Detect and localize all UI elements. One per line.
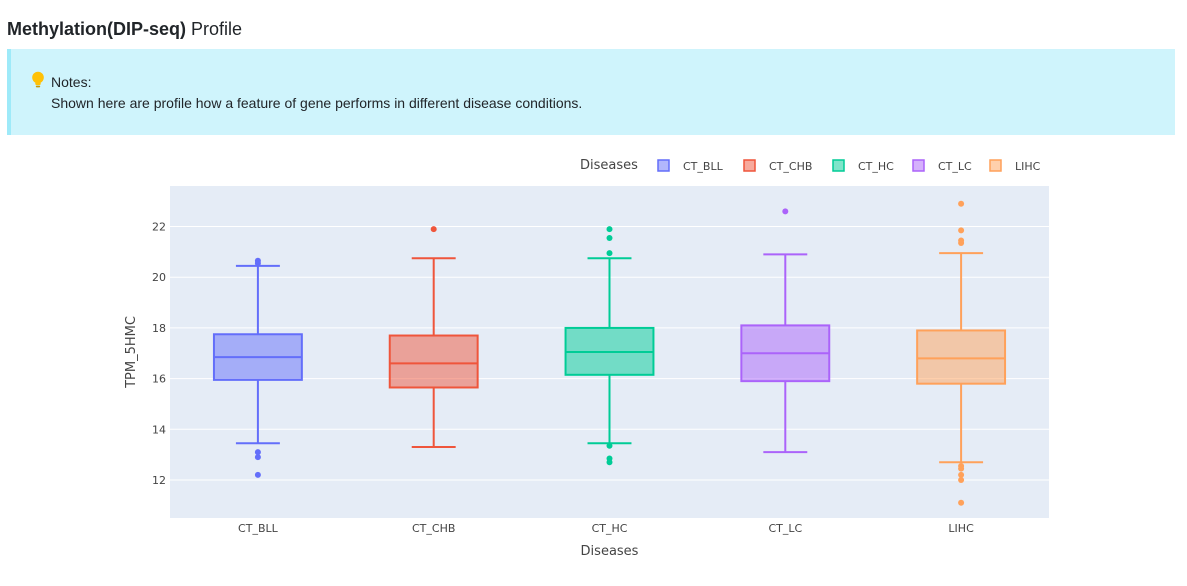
outlier-point [254, 449, 261, 456]
x-tick-label: CT_LC [768, 522, 802, 535]
outlier-point [958, 240, 965, 247]
outlier-point [606, 250, 613, 257]
outlier-point [782, 208, 789, 215]
box-CT_LC[interactable] [740, 208, 831, 454]
y-tick-label: 22 [152, 221, 166, 234]
page-title-bold: Methylation(DIP-seq) [7, 19, 187, 39]
legend-label: CT_LC [938, 160, 972, 173]
outlier-point [606, 234, 613, 241]
x-tick-label: CT_BLL [238, 522, 279, 535]
outlier-point [606, 442, 613, 449]
outlier-point [606, 459, 613, 466]
outlier-point [958, 465, 965, 472]
y-tick-label: 18 [152, 322, 166, 335]
box-CT_BLL[interactable] [212, 257, 303, 478]
legend-label: CT_CHB [769, 160, 812, 173]
box-LIHC[interactable] [916, 200, 1007, 506]
outlier-point [254, 471, 261, 478]
outlier-point [958, 499, 965, 506]
legend-item-LIHC[interactable]: LIHC [989, 159, 1041, 173]
legend-swatch [989, 159, 1002, 172]
notes-panel: Notes: Shown here are profile how a feat… [7, 49, 1175, 135]
legend: Diseases CT_BLL CT_CHB CT_HC CT_LC LIHC [580, 158, 1041, 173]
legend-swatch [657, 159, 670, 172]
outlier-point [254, 454, 261, 461]
legend-item-CT_CHB[interactable]: CT_CHB [743, 159, 812, 173]
outlier-point [958, 200, 965, 207]
x-tick-label: CT_CHB [412, 522, 455, 535]
x-axis-title: Diseases [581, 544, 639, 559]
legend-label: CT_HC [858, 160, 894, 173]
legend-swatch [912, 159, 925, 172]
y-axis-title: TPM_5HMC [124, 316, 139, 389]
y-tick-label: 20 [152, 271, 166, 284]
outlier-point [958, 476, 965, 483]
x-tick-label: CT_HC [592, 522, 628, 535]
legend-swatch [743, 159, 756, 172]
box-body [388, 334, 479, 389]
legend-label: CT_BLL [683, 160, 724, 173]
notes-label: Notes: [51, 74, 92, 90]
outlier-point [958, 471, 965, 478]
outlier-point [606, 226, 613, 233]
notes-text: Shown here are profile how a feature of … [51, 95, 583, 111]
legend-label: LIHC [1015, 160, 1041, 173]
page-title: Methylation(DIP-seq) Profile [7, 19, 242, 40]
legend-title: Diseases [580, 158, 638, 173]
legend-swatch [832, 159, 845, 172]
legend-item-CT_HC[interactable]: CT_HC [832, 159, 894, 173]
page-title-rest: Profile [186, 19, 243, 39]
x-tick-label: LIHC [948, 522, 974, 535]
box-CT_CHB[interactable] [388, 226, 479, 449]
outlier-point [430, 226, 437, 233]
y-tick-label: 12 [152, 474, 166, 487]
outlier-point [254, 260, 261, 267]
box-CT_HC[interactable] [564, 226, 655, 466]
y-tick-label: 16 [152, 373, 166, 386]
y-tick-label: 14 [152, 423, 166, 436]
outlier-point [958, 227, 965, 234]
legend-item-CT_LC[interactable]: CT_LC [912, 159, 972, 173]
box-body [916, 329, 1007, 385]
lightbulb-icon [31, 71, 45, 94]
legend-item-CT_BLL[interactable]: CT_BLL [657, 159, 724, 173]
